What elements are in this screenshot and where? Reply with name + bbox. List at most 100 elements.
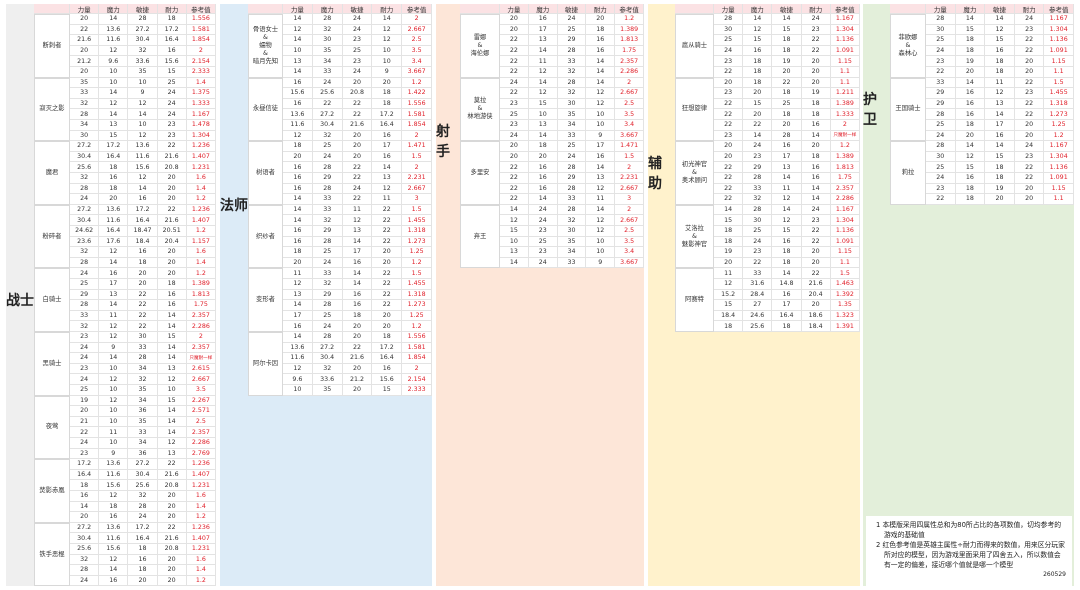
- hero-name-line: 林地游侠: [467, 113, 493, 121]
- stat-value: 15.6: [99, 544, 129, 555]
- stat-value: 29: [743, 162, 773, 173]
- hero-name: 焚影赤凰: [34, 459, 70, 523]
- stat-value: 32: [70, 554, 100, 566]
- stat-value: 24: [801, 204, 831, 216]
- stat-value: 21.2: [342, 374, 373, 385]
- stat-value: 30.4: [312, 353, 343, 364]
- stat-value: 21.6: [157, 215, 187, 226]
- stat-value: 14: [743, 14, 773, 25]
- reference-value: 1.5: [830, 268, 860, 279]
- hero-name: 树语者: [248, 141, 283, 205]
- hero-name-line: 魅影神官: [681, 240, 708, 248]
- reference-value: 1.2: [402, 257, 432, 269]
- stat-value: 18: [955, 183, 986, 195]
- hero-name: 魔君: [34, 141, 70, 205]
- reference-value: 1.6: [186, 173, 216, 184]
- stat-value: 18: [128, 565, 158, 576]
- stat-value: 27.2: [128, 24, 158, 36]
- stat-value: 14: [342, 268, 373, 279]
- reference-value: 1.407: [186, 469, 216, 481]
- stat-value: 30: [128, 332, 158, 343]
- stat-value: 22: [1014, 173, 1045, 184]
- stat-value: 20: [714, 257, 744, 269]
- stat-value: 16: [772, 141, 802, 152]
- reference-value: 1.2: [186, 512, 216, 523]
- stat-value: 14: [586, 56, 616, 67]
- stat-value: 20: [157, 565, 187, 576]
- stat-value: 14: [99, 14, 129, 25]
- stat-value: 10: [157, 385, 187, 396]
- stat-value: 15.6: [99, 480, 129, 491]
- stat-value: 16: [528, 14, 558, 25]
- stat-value: 15: [714, 215, 744, 226]
- stat-value: 22: [70, 24, 100, 36]
- reference-value: 2.357: [830, 183, 860, 195]
- stat-value: 14: [128, 183, 158, 195]
- stat-value: 16: [283, 162, 313, 173]
- stat-value: 27.2: [70, 141, 100, 152]
- stat-value: 12: [528, 88, 558, 99]
- stat-value: 16: [99, 173, 129, 184]
- stat-value: 15: [955, 24, 986, 36]
- stat-value: 9: [128, 88, 158, 99]
- stat-value: 22: [342, 173, 373, 184]
- stat-value: 14: [99, 257, 129, 269]
- stat-value: 9: [586, 257, 616, 269]
- stat-value: 18: [801, 109, 831, 120]
- stat-value: 30: [312, 35, 343, 46]
- reference-value: 1.854: [186, 35, 216, 46]
- stat-value: 15.6: [128, 162, 158, 173]
- stat-value: 22: [157, 141, 187, 152]
- stat-value: 25: [312, 310, 343, 322]
- stat-value: 28: [714, 14, 744, 25]
- reference-value: 1.2: [830, 141, 860, 152]
- stat-value: 20: [157, 194, 187, 205]
- stat-value: 35: [128, 385, 158, 396]
- hero-name-line: 多里安: [470, 168, 490, 176]
- stat-value: 24: [342, 24, 373, 36]
- stat-value: 23: [743, 151, 773, 163]
- stat-value: 12: [586, 98, 616, 110]
- stat-value: 33.6: [128, 56, 158, 67]
- stat-value: 24: [312, 321, 343, 332]
- stat-value: 14: [500, 204, 529, 216]
- stat-value: 12: [283, 363, 313, 375]
- stat-value: 29: [557, 173, 587, 184]
- reference-value: 2.667: [615, 215, 644, 226]
- hero-name-line: 暗月先知: [252, 57, 279, 65]
- stat-value: 20.8: [342, 88, 373, 99]
- stat-value: 22: [128, 300, 158, 311]
- stat-value: 18: [528, 141, 558, 152]
- stat-value: 12: [743, 24, 773, 36]
- reference-value: 2.571: [186, 406, 216, 417]
- stat-value: 20: [157, 268, 187, 279]
- stat-value: 22: [801, 226, 831, 237]
- stat-value: 12: [500, 215, 529, 226]
- reference-value: 2.286: [615, 67, 644, 78]
- stat-value: 25: [500, 109, 529, 120]
- stat-value: 20: [801, 141, 831, 152]
- reference-value: 2: [186, 332, 216, 343]
- stat-value: 20: [801, 247, 831, 258]
- hero-name: 艾洛拉 & 魅影神官: [675, 204, 714, 269]
- hero-name-line: 初光神官: [681, 160, 708, 168]
- reference-value: 1.136: [1044, 35, 1074, 46]
- hero-name: 阿尔卡因: [248, 332, 283, 396]
- reference-value: 1.5: [402, 151, 432, 163]
- stat-value: 14: [586, 204, 616, 216]
- reference-value: 1.581: [402, 342, 432, 354]
- stat-value: 11: [342, 204, 373, 216]
- stat-value: 14: [801, 130, 831, 142]
- stat-value: 22: [1014, 109, 1045, 120]
- reference-value: 2.154: [402, 374, 432, 385]
- stat-value: 16: [743, 45, 773, 57]
- hero-name-line: 寂灭之影: [39, 105, 65, 113]
- column-header: 参考值: [1044, 4, 1074, 14]
- stat-value: 22: [312, 98, 343, 110]
- stat-value: 33: [128, 427, 158, 438]
- reference-value: 2.5: [402, 35, 432, 46]
- reference-value: 3.4: [615, 247, 644, 258]
- stat-value: 14: [586, 162, 616, 173]
- stat-value: 33: [312, 204, 343, 216]
- category-label: 战士: [6, 293, 34, 310]
